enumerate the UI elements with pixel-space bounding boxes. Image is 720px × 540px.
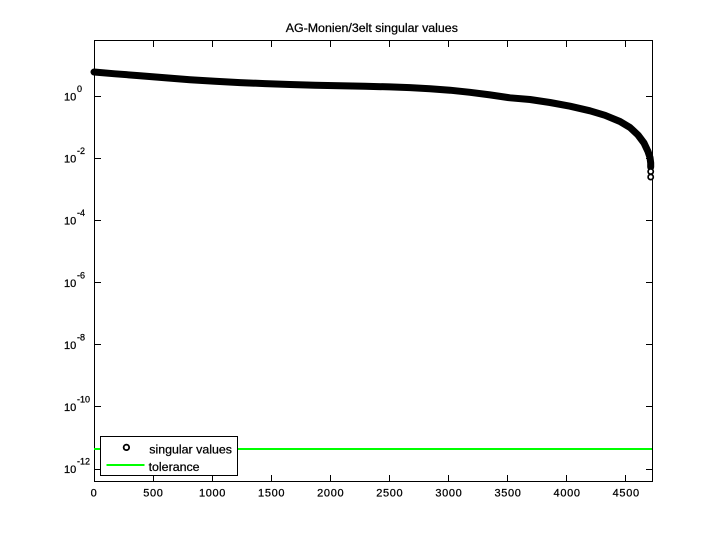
svg-text:1500: 1500 (258, 488, 285, 500)
svg-text:0: 0 (77, 84, 82, 94)
svg-text:10: 10 (64, 154, 76, 166)
svg-text:-2: -2 (77, 146, 85, 156)
svg-text:10: 10 (64, 464, 76, 476)
svg-text:10: 10 (64, 278, 76, 290)
svg-text:-8: -8 (77, 332, 85, 342)
svg-text:500: 500 (143, 488, 163, 500)
svg-text:3500: 3500 (494, 488, 521, 500)
svg-text:10: 10 (64, 216, 76, 228)
svg-text:-12: -12 (77, 457, 90, 467)
svg-text:3000: 3000 (435, 488, 462, 500)
svg-text:-6: -6 (77, 270, 85, 280)
svg-text:-10: -10 (77, 394, 90, 404)
svg-text:4500: 4500 (613, 488, 640, 500)
svg-text:2000: 2000 (317, 488, 344, 500)
svg-text:10: 10 (64, 402, 76, 414)
svg-text:1000: 1000 (199, 488, 226, 500)
svg-text:4000: 4000 (554, 488, 581, 500)
svg-text:singular values: singular values (149, 443, 232, 457)
svg-text:AG-Monien/3elt singular values: AG-Monien/3elt singular values (286, 21, 458, 35)
svg-text:10: 10 (64, 340, 76, 352)
svg-text:2500: 2500 (376, 488, 403, 500)
svg-text:-4: -4 (77, 208, 85, 218)
svg-text:tolerance: tolerance (149, 460, 200, 474)
svg-text:10: 10 (64, 92, 76, 104)
svg-text:0: 0 (91, 488, 98, 500)
